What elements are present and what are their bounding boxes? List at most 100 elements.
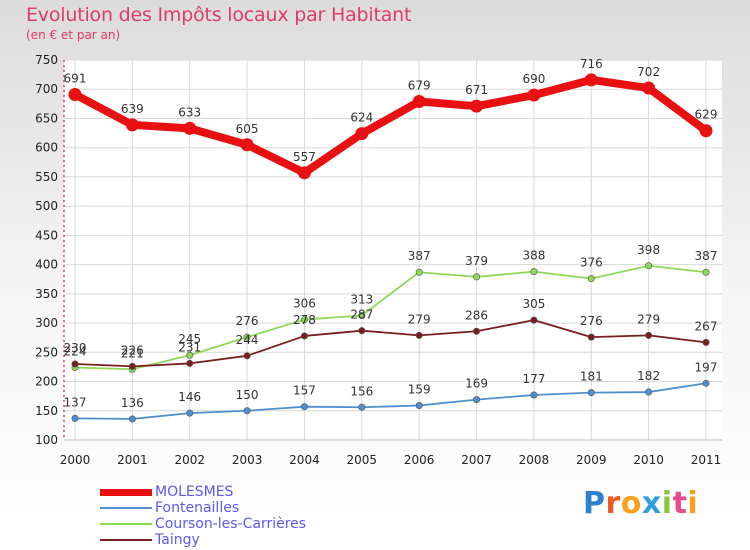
y-tick-label: 450 [35, 228, 58, 242]
data-label: 267 [695, 319, 718, 333]
x-tick-label: 2009 [576, 453, 607, 467]
plot-area [64, 60, 722, 440]
y-tick-label: 400 [35, 258, 58, 272]
data-point [530, 268, 538, 276]
data-label: 177 [522, 372, 545, 386]
grid [64, 59, 722, 441]
y-tick-label: 700 [35, 82, 58, 96]
data-label: 633 [178, 105, 201, 119]
data-label: 313 [350, 292, 373, 306]
chart-subtitle: (en € et par an) [26, 28, 121, 42]
data-point [128, 415, 136, 423]
x-tick-label: 2011 [691, 453, 722, 467]
data-point [645, 262, 653, 270]
data-point [473, 273, 481, 281]
y-tick-label: 200 [35, 375, 58, 389]
data-label: 716 [580, 57, 603, 71]
legend: MOLESMES Fontenailles Courson-les-Carriè… [100, 484, 306, 548]
legend-swatch-courson [100, 523, 152, 525]
x-tick-label: 2008 [519, 453, 550, 467]
data-point [642, 81, 656, 95]
data-label: 287 [350, 308, 373, 322]
data-point [702, 338, 710, 346]
data-point [128, 362, 136, 370]
data-label: 182 [637, 369, 660, 383]
data-label: 671 [465, 83, 488, 97]
x-tick-label: 2004 [289, 453, 320, 467]
data-point [645, 331, 653, 339]
y-tick-label: 600 [35, 141, 58, 155]
data-label: 278 [293, 313, 316, 327]
data-label: 690 [522, 72, 545, 86]
data-label: 181 [580, 370, 603, 384]
data-label: 376 [580, 256, 603, 270]
data-label: 157 [293, 384, 316, 398]
data-label: 146 [178, 390, 201, 404]
data-label: 230 [64, 341, 87, 355]
legend-item-molesmes: MOLESMES [100, 484, 306, 500]
data-label: 136 [121, 396, 144, 410]
legend-label-molesmes: MOLESMES [155, 484, 234, 500]
data-point [358, 327, 366, 335]
data-point [473, 396, 481, 404]
x-tick-label: 2000 [60, 453, 91, 467]
data-label: 605 [236, 122, 259, 136]
data-point [702, 268, 710, 276]
data-point [68, 87, 82, 101]
data-point [186, 409, 194, 417]
y-tick-label: 350 [35, 287, 58, 301]
data-label: 305 [522, 297, 545, 311]
data-point [300, 332, 308, 340]
data-point [71, 414, 79, 422]
legend-item-fontenailles: Fontenailles [100, 500, 306, 516]
data-point [358, 403, 366, 411]
y-tick-label: 300 [35, 316, 58, 330]
data-label: 150 [236, 388, 259, 402]
data-label: 398 [637, 243, 660, 257]
data-label: 224 [64, 345, 87, 359]
legend-item-taingy: Taingy [100, 532, 306, 548]
data-point [702, 379, 710, 387]
data-label: 387 [408, 249, 431, 263]
data-point [530, 316, 538, 324]
data-point [297, 166, 311, 180]
data-label: 691 [64, 71, 87, 85]
data-point [355, 127, 369, 141]
data-label: 197 [695, 360, 718, 374]
data-point [645, 388, 653, 396]
data-label: 156 [350, 384, 373, 398]
y-tick-label: 650 [35, 111, 58, 125]
data-point [243, 407, 251, 415]
data-point [530, 391, 538, 399]
data-point [587, 275, 595, 283]
series-line-MOLESMES [71, 75, 710, 177]
data-label: 159 [408, 383, 431, 397]
axes: 100 150 200 250 300 350 400 450 500 550 600 650 700 7… [35, 53, 722, 467]
y-tick-label: 100 [35, 433, 58, 447]
data-point [415, 331, 423, 339]
data-label: 276 [580, 314, 603, 328]
y-tick-label: 750 [35, 53, 58, 67]
series [68, 73, 713, 423]
data-label: 276 [236, 314, 259, 328]
data-point [699, 124, 713, 138]
data-label: 557 [293, 150, 316, 164]
data-label: 286 [465, 308, 488, 322]
data-label: 388 [522, 249, 545, 263]
x-tick-label: 2006 [404, 453, 435, 467]
data-point [587, 333, 595, 341]
data-point [125, 118, 139, 132]
data-point [183, 121, 197, 135]
legend-item-courson: Courson-les-Carrières [100, 516, 306, 532]
data-point [243, 333, 251, 341]
series-line-Courson-les-Carrières [74, 264, 707, 371]
y-tick-label: 550 [35, 170, 58, 184]
data-label: 169 [465, 377, 488, 391]
data-point [527, 88, 541, 102]
legend-label-courson: Courson-les-Carrières [155, 516, 307, 532]
data-point [240, 138, 254, 152]
data-label: 306 [293, 297, 316, 311]
x-tick-label: 2003 [232, 453, 263, 467]
data-point [415, 268, 423, 276]
